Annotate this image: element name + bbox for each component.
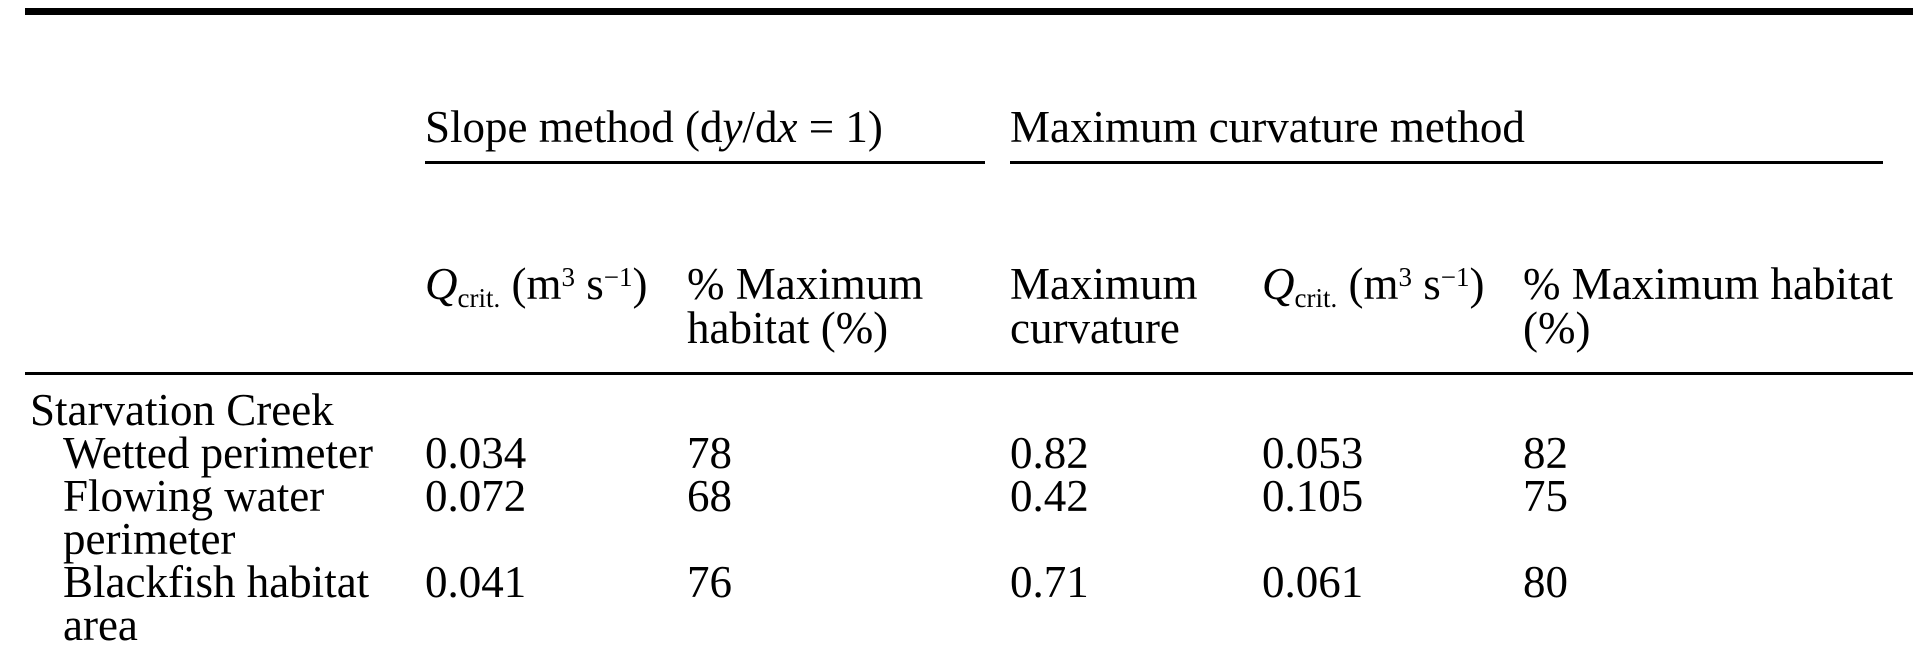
group-label: Starvation Creek <box>30 384 334 435</box>
spanner-curvature-label: Maximum curvature method <box>1010 101 1884 164</box>
cell-max-curvature: 0.82 <box>1010 427 1089 478</box>
cell-curv-qcrit: 0.061 <box>1262 556 1364 607</box>
cell-curv-pct: 80 <box>1523 556 1569 607</box>
row-label: Wetted perimeter <box>63 427 373 478</box>
col-header-pct-max-habitat-slope: % Maximum habitat (%) <box>687 250 1011 375</box>
rowlabel-header-empty <box>25 250 425 375</box>
cell-max-curvature: 0.42 <box>1010 470 1089 521</box>
table-row-blackfish-habitat-area: Blackfish habitat area 0.041 76 0.71 0.0… <box>25 556 1913 648</box>
cell-slope-qcrit: 0.072 <box>425 470 527 521</box>
col-header-max-curvature: Maximum curvature <box>1010 250 1263 375</box>
table-row-flowing-water-perimeter-starvation: Flowing water perimeter 0.072 68 0.42 0.… <box>25 470 1913 564</box>
cell-slope-qcrit: 0.034 <box>425 427 527 478</box>
cell-curv-pct: 75 <box>1523 470 1569 521</box>
cell-slope-pct: 78 <box>687 427 732 478</box>
col-header-qcrit-curvature: Qcrit. (m3 s−1) <box>1262 250 1524 375</box>
column-header-row: Qcrit. (m3 s−1) % Maximum habitat (%) Ma… <box>25 250 1914 375</box>
cell-curv-pct: 82 <box>1523 427 1569 478</box>
spanner-max-curvature-method: Maximum curvature method <box>1010 12 1913 251</box>
group-row-starvation-creek: Starvation Creek <box>25 373 1913 432</box>
cell-curv-qcrit: 0.105 <box>1262 470 1364 521</box>
row-label: Flowing water perimeter <box>63 470 325 564</box>
spanner-header-row: Slope method (dy/dx = 1) Maximum curvatu… <box>25 12 1913 251</box>
spanner-slope-label: Slope method (dy/dx = 1) <box>425 101 986 164</box>
cell-max-curvature: 0.71 <box>1010 556 1089 607</box>
col-header-qcrit-slope: Qcrit. (m3 s−1) <box>425 250 687 375</box>
results-table: Slope method (dy/dx = 1) Maximum curvatu… <box>25 8 1914 648</box>
table-row-wetted-perimeter: Wetted perimeter 0.034 78 0.82 0.053 82 <box>25 427 1913 478</box>
cell-curv-qcrit: 0.053 <box>1262 427 1364 478</box>
spanner-slope-method: Slope method (dy/dx = 1) <box>425 12 1010 251</box>
cell-slope-qcrit: 0.041 <box>425 556 527 607</box>
cell-slope-pct: 76 <box>687 556 732 607</box>
cell-slope-pct: 68 <box>687 470 732 521</box>
spanner-empty-cell <box>25 12 425 251</box>
col-header-pct-max-habitat-curvature: % Maximum habitat (%) <box>1523 250 1914 375</box>
row-label: Blackfish habitat area <box>63 556 370 648</box>
